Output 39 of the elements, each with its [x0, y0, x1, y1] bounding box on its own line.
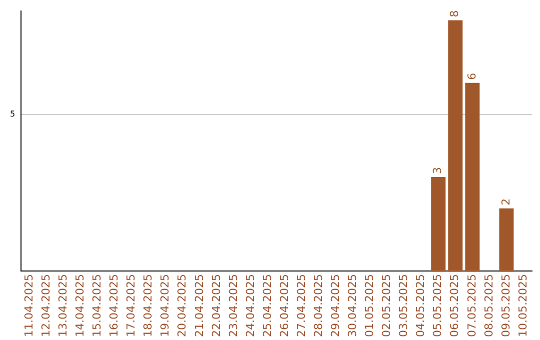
- x-tick-label: 12.04.2025: [39, 274, 52, 338]
- x-tick-label: 09.05.2025: [499, 274, 512, 338]
- x-tick-label: 07.05.2025: [465, 274, 478, 338]
- x-tick-label: 22.04.2025: [210, 274, 223, 338]
- data-label: 6: [465, 72, 478, 80]
- x-tick-label: 06.05.2025: [448, 274, 462, 338]
- x-tick-label: 13.04.2025: [56, 274, 70, 338]
- x-tick-label: 17.04.2025: [124, 274, 138, 338]
- x-tick-label: 16.04.2025: [108, 274, 121, 338]
- bar: [499, 208, 514, 272]
- x-tick-label: 10.05.2025: [516, 274, 530, 338]
- x-tick-label: 24.04.2025: [244, 274, 257, 338]
- x-tick-label: 28.04.2025: [312, 274, 325, 338]
- x-tick-label: 08.05.2025: [482, 274, 496, 338]
- bar: [465, 82, 480, 272]
- x-tick-label: 03.05.2025: [397, 274, 410, 338]
- x-tick-label: 02.05.2025: [380, 274, 394, 338]
- x-tick-label: 15.04.2025: [90, 274, 104, 338]
- x-tick-label: 18.04.2025: [142, 274, 155, 338]
- x-tick-label: 14.04.2025: [74, 274, 87, 338]
- data-label: 8: [448, 10, 462, 18]
- x-tick-label: 30.04.2025: [346, 274, 360, 338]
- bar: [431, 176, 446, 272]
- data-label: 2: [499, 198, 512, 206]
- x-tick-label: 20.04.2025: [176, 274, 189, 338]
- x-tick-label: 01.05.2025: [363, 274, 376, 338]
- x-tick-label: 27.04.2025: [294, 274, 308, 338]
- x-tick-label: 23.04.2025: [226, 274, 240, 338]
- x-tick-label: 26.04.2025: [278, 274, 291, 338]
- x-tick-label: 19.04.2025: [158, 274, 172, 338]
- bar: [448, 20, 463, 272]
- x-tick-label: 21.04.2025: [192, 274, 206, 338]
- x-tick-label: 29.04.2025: [329, 274, 342, 338]
- y-tick-label: 5: [10, 109, 16, 118]
- x-tick-label: 05.05.2025: [431, 274, 444, 338]
- x-tick-label: 25.04.2025: [260, 274, 274, 338]
- x-tick-label: 11.04.2025: [22, 274, 36, 338]
- x-tick-label: 04.05.2025: [414, 274, 428, 338]
- data-label: 3: [431, 166, 444, 174]
